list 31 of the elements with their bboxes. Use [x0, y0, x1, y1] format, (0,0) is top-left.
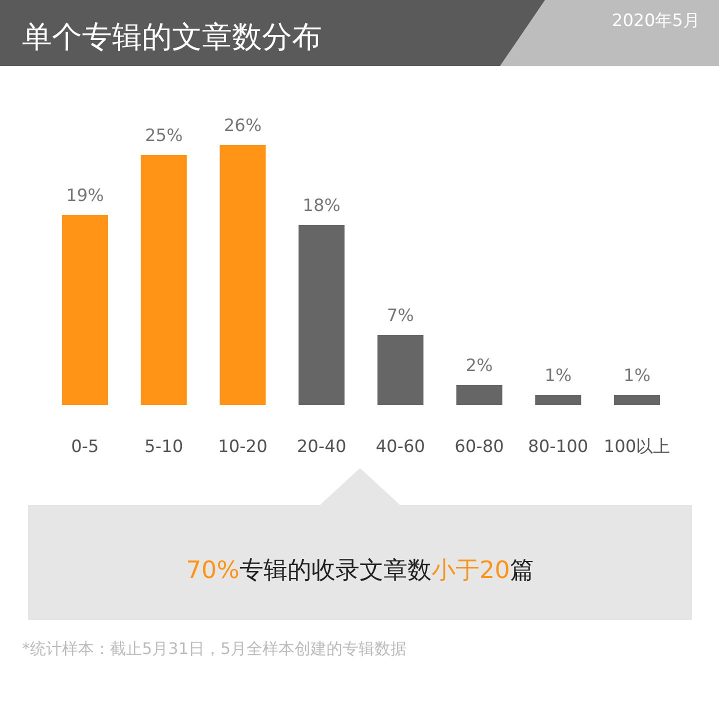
data-label: 2% [466, 356, 493, 376]
bar [298, 225, 345, 405]
x-tick-label: 0-5 [71, 437, 99, 457]
chart-subtitle: 2020年5月 [612, 11, 700, 31]
text: 专辑的收录文章数 [239, 556, 432, 584]
text: 70% [186, 556, 240, 584]
data-label: 1% [624, 366, 650, 386]
x-tick-label: 100以上 [604, 437, 670, 457]
bar [535, 395, 582, 405]
data-label: 18% [302, 196, 340, 216]
bar [377, 335, 424, 405]
chart-title: 单个专辑的文章数分布 [22, 20, 322, 55]
text: 小于20 [431, 556, 510, 584]
bar [456, 385, 502, 405]
data-label: 7% [386, 306, 414, 326]
x-tick-label: 40-60 [376, 437, 426, 457]
bar [140, 155, 187, 405]
data-label: 1% [544, 366, 572, 386]
data-label: 25% [144, 126, 183, 146]
text: *统计样本：截止5月31日，5月全样本创建的专辑数据 [22, 639, 407, 658]
text: 篇 [510, 556, 534, 584]
x-tick-label: 60-80 [454, 437, 504, 457]
bar [62, 215, 108, 405]
data-label: 26% [224, 116, 262, 136]
x-tick-label: 5-10 [144, 437, 184, 457]
bar [614, 395, 660, 405]
x-tick-label: 10-20 [218, 437, 268, 457]
data-label: 19% [66, 186, 104, 206]
x-tick-label: 80-100 [528, 437, 588, 457]
x-tick-label: 20-40 [296, 437, 346, 457]
bar [220, 145, 266, 405]
